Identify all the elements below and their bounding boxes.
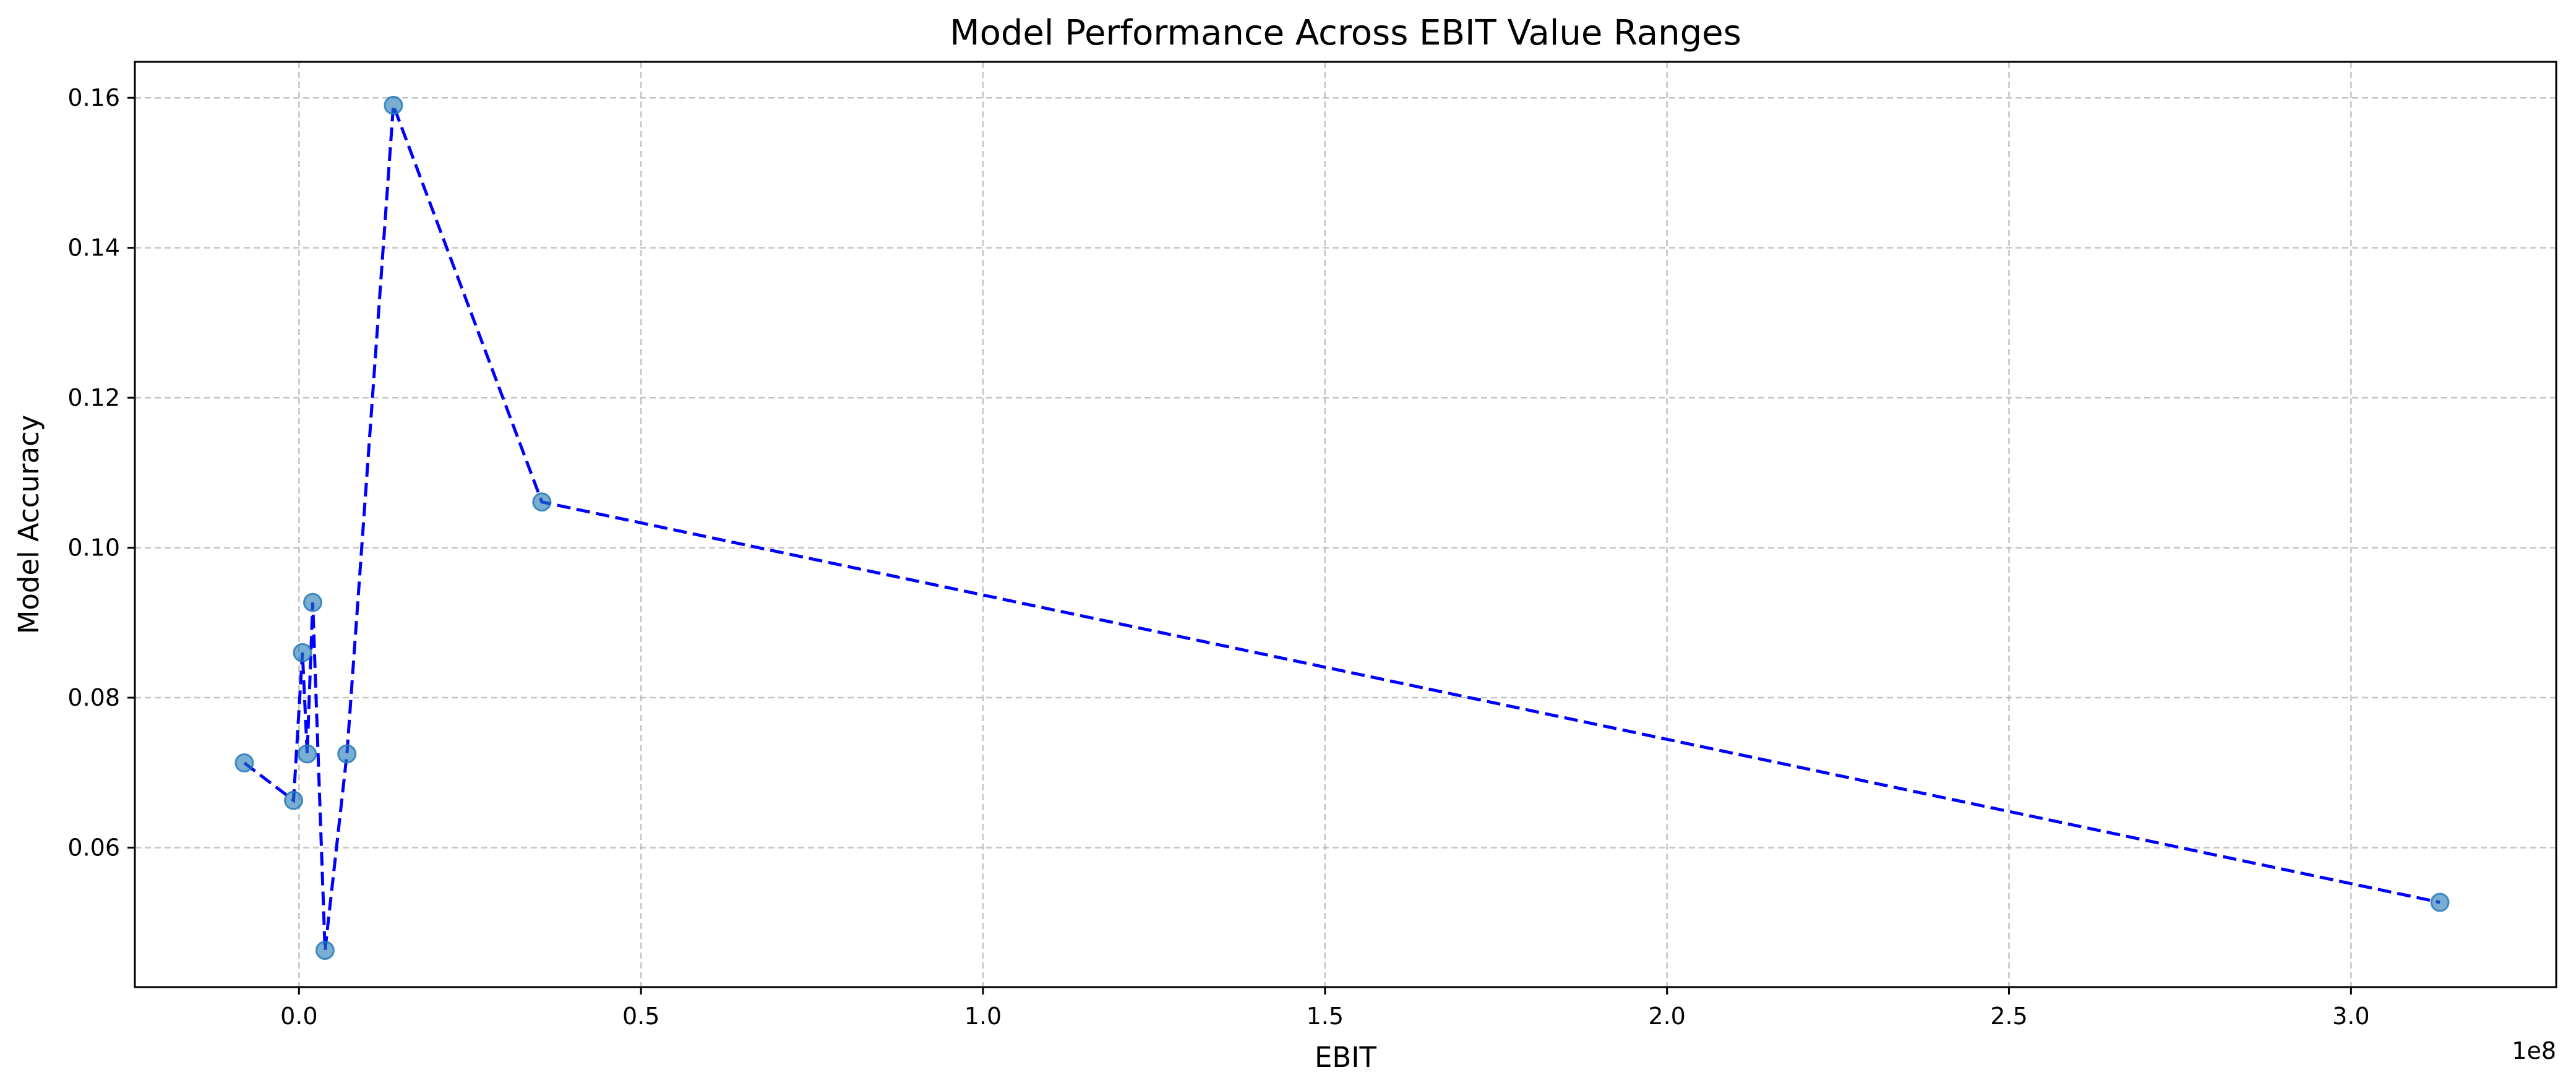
marker-layer: [234, 95, 2450, 961]
line-layer: [243, 105, 2441, 951]
y-tick-label: 0.08: [67, 684, 120, 711]
y-tick-label: 0.14: [67, 234, 120, 262]
grid-layer: [135, 62, 2556, 987]
y-tick-label: 0.12: [67, 384, 120, 411]
x-axis-label: EBIT: [1315, 1041, 1377, 1074]
tick-layer: 0.0 0.5 1.0 1.5 2.0 2.5 3.0 0.06 0.08 0.10 0.12 0.1…: [67, 84, 2369, 1030]
data-point: [234, 753, 254, 773]
chart-title: Model Performance Across EBIT Value Rang…: [950, 13, 1741, 53]
data-point: [337, 744, 357, 764]
data-point: [384, 95, 403, 115]
plot-frame: [134, 61, 2557, 988]
x-tick-label: 2.5: [1990, 1003, 2027, 1030]
data-point: [298, 744, 317, 764]
y-tick-label: 0.16: [67, 84, 120, 111]
x-tick-label: 1.5: [1307, 1003, 1344, 1030]
y-axis-label: Model Accuracy: [12, 415, 45, 635]
y-tick-label: 0.06: [67, 834, 120, 862]
x-tick-label: 2.0: [1648, 1003, 1685, 1030]
series-line: [243, 105, 2441, 951]
data-point: [303, 593, 322, 612]
x-tick-label: 1.0: [964, 1003, 1002, 1030]
x-axis-offset-label: 1e8: [2512, 1037, 2556, 1064]
x-tick-label: 0.5: [622, 1003, 659, 1030]
data-point: [2430, 892, 2450, 912]
x-tick-label: 3.0: [2332, 1003, 2369, 1030]
data-point: [315, 941, 335, 961]
data-point: [293, 643, 312, 662]
data-point: [284, 790, 304, 810]
y-tick-label: 0.10: [67, 534, 120, 562]
data-point: [532, 492, 552, 512]
x-tick-label: 0.0: [280, 1003, 317, 1030]
